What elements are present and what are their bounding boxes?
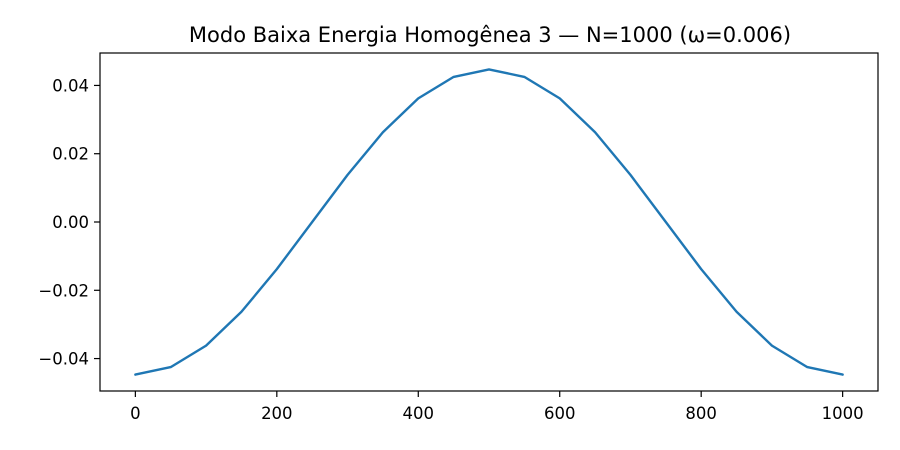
y-tick-label: 0.02 [52, 145, 89, 164]
y-tick-label: −0.04 [38, 350, 89, 369]
y-axis: 0.04 0.02 0.00 −0.02 −0.04 [38, 76, 100, 369]
y-tick-label: −0.02 [38, 281, 89, 300]
plot-area [134, 68, 844, 376]
x-axis: 0 200 400 600 800 1000 [130, 391, 864, 423]
y-tick-label: 0.00 [52, 213, 89, 232]
x-tick-label: 1000 [822, 404, 864, 423]
y-tick-label: 0.04 [52, 76, 89, 95]
x-tick-label: 200 [261, 404, 293, 423]
chart-title: Modo Baixa Energia Homogênea 3 — N=1000 … [189, 23, 791, 47]
series-line-0 [134, 68, 844, 376]
x-tick-label: 400 [403, 404, 435, 423]
x-tick-label: 600 [544, 404, 576, 423]
x-tick-label: 0 [130, 404, 141, 423]
x-tick-label: 800 [685, 404, 717, 423]
